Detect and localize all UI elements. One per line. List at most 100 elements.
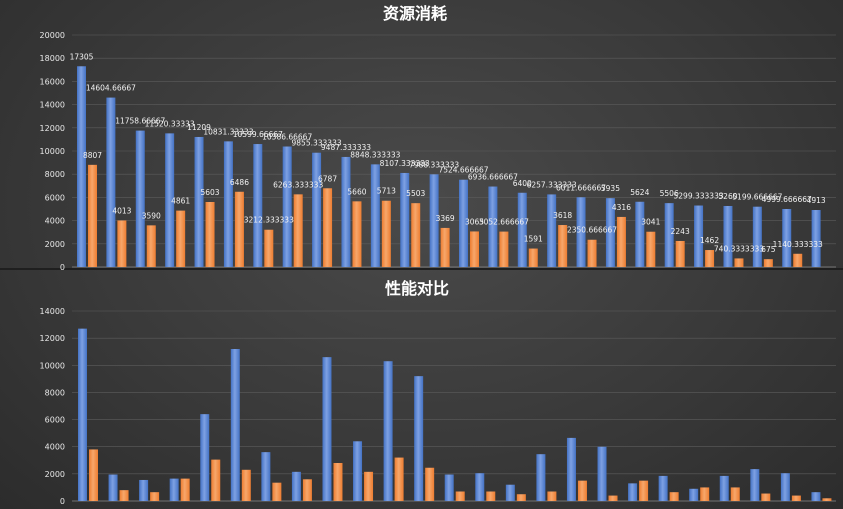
bar-series-b [381,200,391,267]
bar-series-a [750,469,760,501]
bar-series-a [108,474,118,501]
y-tick-label: 18000 [40,54,65,63]
bar-series-b [264,229,274,267]
data-label: 2350.666667 [567,226,617,235]
bar-series-b [352,201,362,267]
bar-series-a [488,186,498,267]
bar-series-b [577,480,587,501]
bar-series-a [635,201,645,267]
data-label: 3041 [641,218,660,227]
bar-series-b [241,469,251,501]
y-tick-label: 10000 [40,147,65,156]
bar-series-a [547,194,557,267]
bar-series-a [200,414,210,501]
y-tick-label: 16000 [40,77,65,86]
data-label: 6263.333333 [273,180,323,189]
bar-series-b [394,457,404,501]
bar-series-b [425,467,435,501]
y-tick-label: 20000 [40,31,65,40]
bar-series-b [176,210,186,267]
bar-series-a [811,492,821,501]
bar-series-b [528,248,538,267]
bar-series-a [312,152,322,267]
y-tick-label: 2000 [45,240,65,249]
data-label: 740.3333333 [714,244,764,253]
bar-series-b [646,231,656,267]
bar-series-a [505,484,515,501]
bar-series-a [77,66,86,268]
bar-series-b [793,253,803,267]
bar-series-b [486,491,496,501]
y-tick-label: 8000 [45,170,65,179]
bar-series-a [261,452,271,501]
bar-series-a [341,156,351,267]
resource-chart-title: 资源消耗 [383,4,447,23]
bar-series-b [411,203,421,267]
data-label: 7524.666667 [438,166,488,175]
y-tick-label: 0 [60,497,65,506]
data-label: 5713 [377,187,396,196]
bar-series-a [223,141,233,267]
bar-series-a [605,198,615,267]
bar-series-a [566,437,576,501]
bar-series-a [383,361,393,501]
bar-series-a [370,164,380,267]
data-label: 9855.333333 [292,139,342,148]
data-label: 6400 [513,179,532,188]
data-label: 10599.66667 [233,130,283,139]
data-label: 8848.333333 [350,150,400,159]
bar-series-b [323,188,333,267]
bar-series-b [734,258,744,267]
data-label: 1591 [524,235,543,244]
data-label: 5260 [718,192,737,201]
bar-series-b [146,225,156,267]
bar-series-b [791,495,801,501]
data-label: 4013 [112,206,131,215]
bar-series-b [470,231,479,267]
bar-series-a [752,206,762,267]
bar-series-b [499,231,509,267]
bar-series-a [353,441,363,501]
data-label: 11758.66667 [115,117,165,126]
bar-series-b [89,449,98,501]
bar-series-a [536,454,546,501]
bar-series-a [658,475,668,501]
bar-series-b [822,498,832,501]
bar-series-b [364,471,374,501]
data-label: 675 [761,245,776,254]
bar-series-a [459,179,468,267]
bar-series-b [205,202,215,267]
bar-series-a [782,209,792,267]
y-tick-label: 6000 [45,416,65,425]
bar-series-a [576,197,586,267]
y-tick-label: 12000 [40,334,65,343]
bar-series-a [400,172,410,267]
data-label: 11209 [187,123,211,132]
y-tick-label: 14000 [40,307,65,316]
data-label: 17305 [70,52,94,61]
data-label: 7988.333333 [409,160,459,169]
performance-chart-title: 性能对比 [385,279,449,298]
data-label: 1140.333333 [773,240,823,249]
y-tick-label: 6000 [45,193,65,202]
bar-series-a [230,349,240,501]
bar-series-a [664,203,674,267]
data-label: 5199.666667 [732,193,782,202]
data-label: 3590 [142,211,161,220]
data-label: 4999.666667 [762,195,812,204]
bar-series-a [194,136,204,267]
bar-series-b [705,250,715,267]
data-label: 5603 [200,188,219,197]
bar-series-a [165,133,175,267]
data-label: 5503 [406,189,425,198]
data-label: 11520.33333 [145,119,195,128]
data-label: 3369 [436,214,455,223]
bar-series-a [106,97,116,267]
bar-series-b [587,239,597,267]
bar-series-b [234,191,244,267]
data-label: 6011.666667 [556,183,606,192]
data-label: 5624 [630,188,649,197]
bar-series-a [322,357,332,501]
bar-series-a [694,205,704,267]
